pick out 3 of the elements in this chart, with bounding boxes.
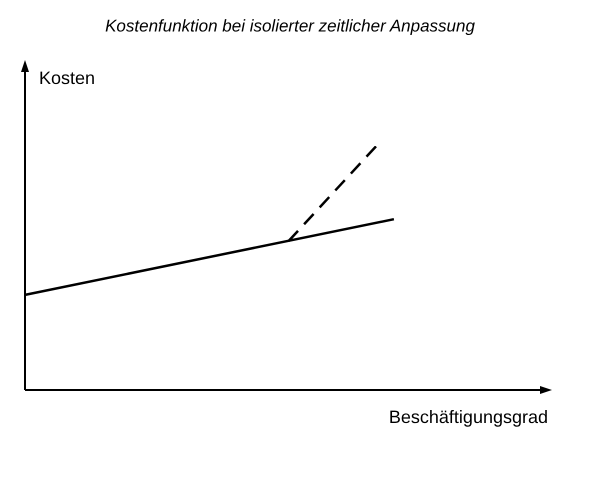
chart-title: Kostenfunktion bei isolierter zeitlicher Anpassung xyxy=(105,16,476,36)
y-axis-title: Kosten xyxy=(39,68,96,88)
x-axis-title: Beschäftigungsgrad xyxy=(388,406,548,427)
